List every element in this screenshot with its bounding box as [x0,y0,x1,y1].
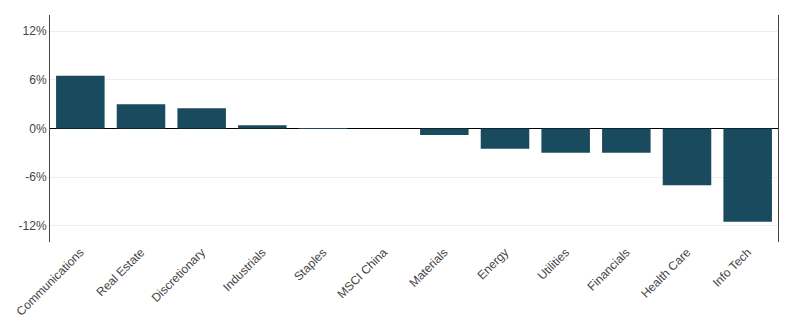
svg-text:0%: 0% [29,122,47,136]
svg-text:Materials: Materials [406,245,450,289]
svg-text:-12%: -12% [19,219,47,233]
svg-text:12%: 12% [23,24,47,38]
svg-text:-6%: -6% [25,170,47,184]
svg-text:Discretionary: Discretionary [149,245,208,304]
svg-text:6%: 6% [29,73,47,87]
svg-text:Info Tech: Info Tech [710,245,754,289]
svg-text:Financials: Financials [585,245,633,293]
svg-text:Real Estate: Real Estate [94,245,148,299]
svg-text:Staples: Staples [291,245,329,283]
svg-text:Communications: Communications [14,245,87,318]
svg-text:Industrials: Industrials [220,245,269,294]
svg-text:Utilities: Utilities [535,245,572,282]
svg-text:MSCI China: MSCI China [334,245,390,301]
svg-text:Energy: Energy [475,245,512,282]
svg-text:Health Care: Health Care [638,245,693,300]
